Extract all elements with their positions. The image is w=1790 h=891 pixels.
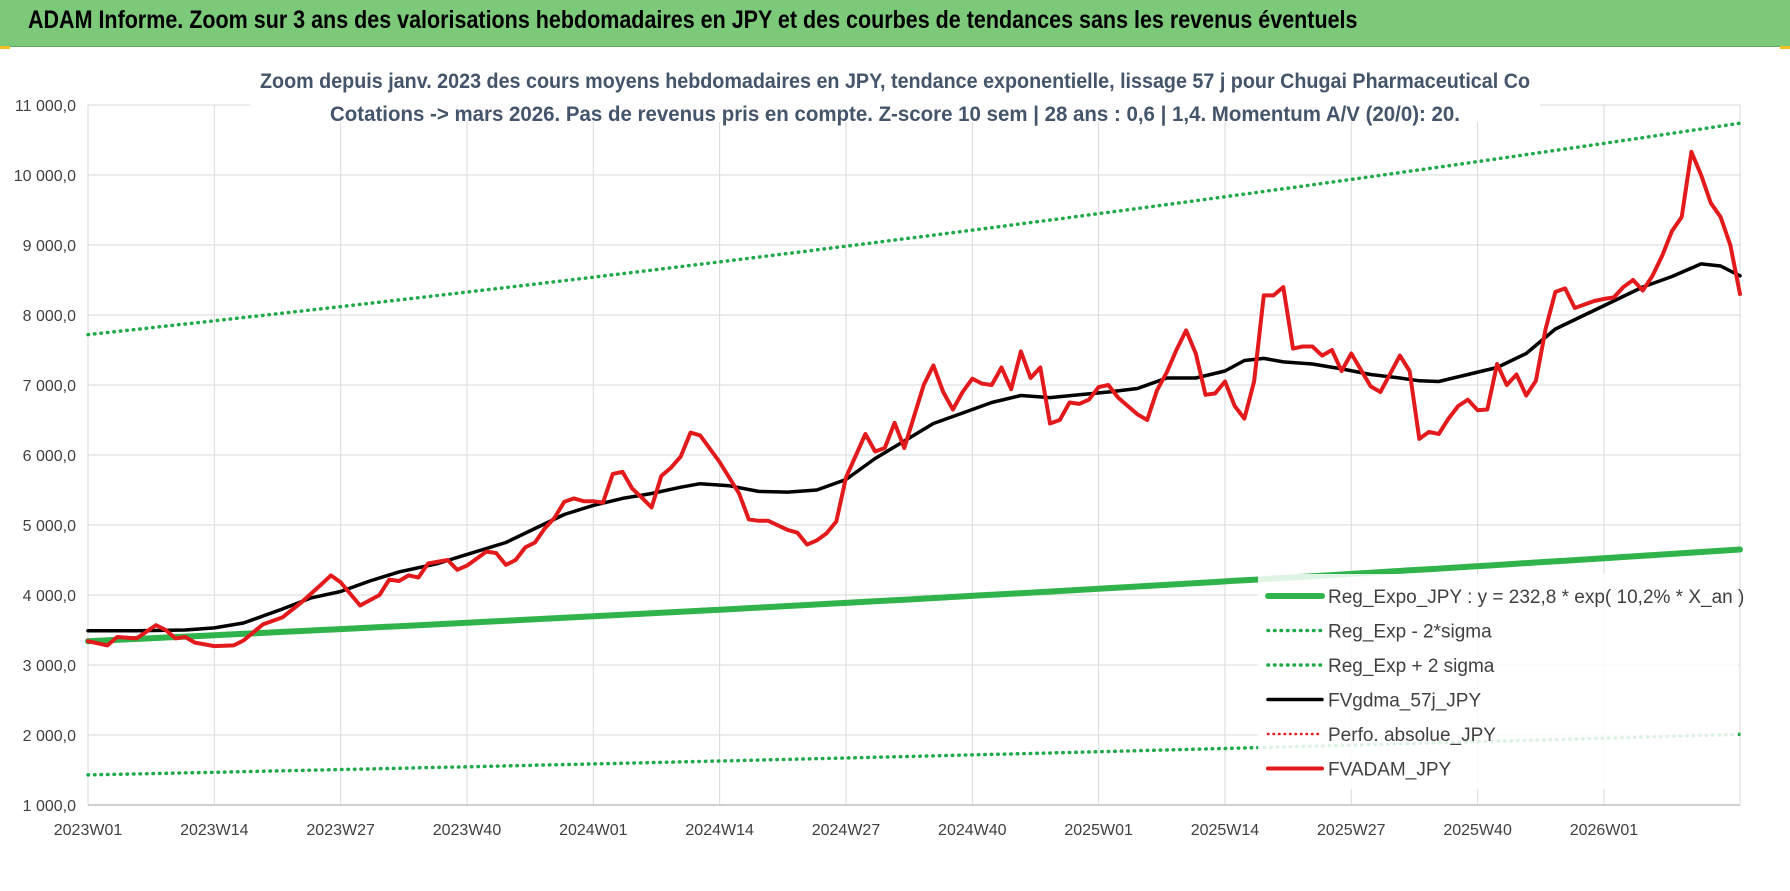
legend-label-adam: FVADAM_JPY [1328, 760, 1452, 781]
x-tick-label: 2026W01 [1570, 822, 1639, 839]
legend-backdrop [1258, 574, 1738, 789]
y-axis: 1 000,0 2 000,0 3 000,0 4 000,0 5 000,0 6 000… [14, 98, 76, 815]
y-tick-label: 10 000,0 [14, 168, 76, 185]
y-tick-label: 6 000,0 [23, 448, 76, 465]
y-tick-label: 4 000,0 [23, 588, 76, 605]
x-tick-label: 2024W14 [685, 822, 754, 839]
legend-label-upper: Reg_Exp + 2 sigma [1328, 656, 1495, 677]
x-tick-label: 2025W27 [1317, 822, 1386, 839]
x-tick-label: 2024W40 [938, 822, 1007, 839]
x-axis: 2023W01 2023W14 2023W27 2023W40 2024W01 2024W… [54, 804, 1740, 839]
x-tick-label: 2025W40 [1443, 822, 1512, 839]
y-tick-label: 11 000,0 [15, 98, 76, 115]
chart-title-line1: Zoom depuis janv. 2023 des cours moyens … [260, 70, 1530, 93]
chart-title-line2: Cotations -> mars 2026. Pas de revenus p… [330, 103, 1460, 126]
x-tick-label: 2025W14 [1191, 822, 1260, 839]
banner-corner-right [1780, 46, 1790, 49]
y-tick-label: 5 000,0 [23, 518, 76, 535]
legend-label-regression: Reg_Expo_JPY : y = 232,8 * exp( 10,2% * … [1328, 587, 1744, 608]
series-regression-line [85, 546, 1743, 645]
y-tick-label: 3 000,0 [23, 658, 76, 675]
series-upper-line [86, 121, 1742, 337]
series-adam-line [86, 149, 1742, 649]
x-tick-label: 2023W40 [433, 822, 502, 839]
legend: Reg_Expo_JPY : y = 232,8 * exp( 10,2% * … [1258, 574, 1744, 789]
x-tick-label: 2023W01 [54, 822, 123, 839]
report-banner: ADAM Informe. Zoom sur 3 ans des valoris… [0, 0, 1790, 47]
series-gdma-line [86, 262, 1742, 633]
legend-label-perfo: Perfo. absolue_JPY [1328, 725, 1496, 746]
x-tick-label: 2025W01 [1064, 822, 1133, 839]
y-tick-label: 2 000,0 [23, 728, 76, 745]
legend-label-lower: Reg_Exp - 2*sigma [1328, 622, 1492, 643]
y-tick-label: 1 000,0 [23, 798, 76, 815]
line-chart: 1 000,0 2 000,0 3 000,0 4 000,0 5 000,0 6 000… [14, 58, 1744, 839]
y-tick-label: 8 000,0 [23, 308, 76, 325]
legend-label-gdma: FVgdma_57j_JPY [1328, 691, 1481, 712]
banner-corner-left [0, 46, 10, 49]
x-tick-label: 2024W27 [812, 822, 881, 839]
y-tick-label: 9 000,0 [23, 238, 76, 255]
chart-area: 1 000,0 2 000,0 3 000,0 4 000,0 5 000,0 6 000… [0, 48, 1790, 886]
report-title: ADAM Informe. Zoom sur 3 ans des valoris… [28, 6, 1358, 34]
x-tick-label: 2024W01 [559, 822, 628, 839]
y-tick-label: 7 000,0 [23, 378, 76, 395]
title-backdrop [250, 58, 1540, 122]
x-tick-label: 2023W27 [306, 822, 375, 839]
x-tick-label: 2023W14 [180, 822, 249, 839]
